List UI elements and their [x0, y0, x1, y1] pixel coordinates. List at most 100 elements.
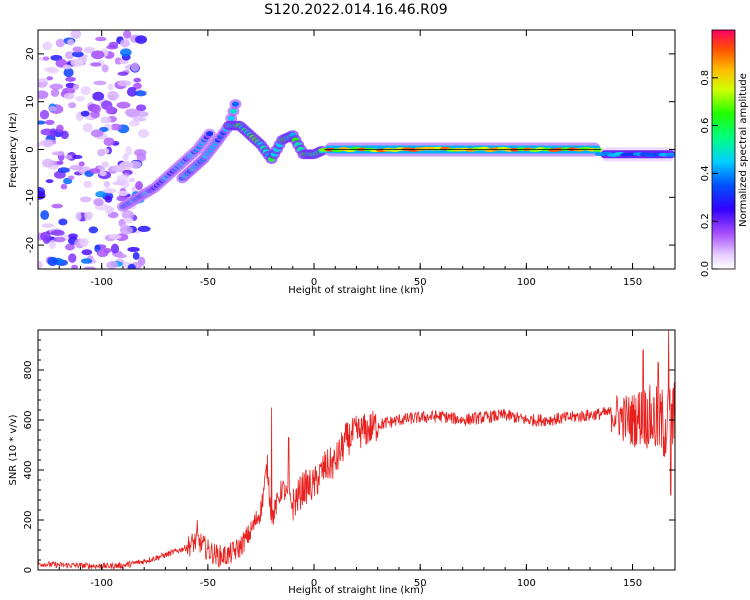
spectrogram-cell — [67, 175, 75, 180]
spectrogram-cell — [71, 264, 78, 269]
spectrogram-cell — [65, 76, 76, 82]
spectrogram-cell — [70, 30, 82, 39]
spectrogram-cell — [127, 246, 140, 253]
y-tick-label: 400 — [23, 460, 34, 479]
spectrogram-y-label: Frequency (Hz) — [8, 112, 19, 188]
spectrogram-cell — [38, 120, 46, 125]
colorbar: 0.0 0.2 0.4 0.6 0.8 Normalized spectral ampl… — [700, 29, 749, 277]
spectrogram-cell — [42, 236, 51, 245]
spectrogram-cell — [83, 46, 96, 54]
spectrogram-cell — [84, 211, 93, 220]
spectrogram-cell — [50, 229, 65, 236]
spectrogram-cell — [95, 36, 107, 42]
spectrogram-cell — [116, 253, 127, 259]
colorbar-tick-label: 0.2 — [700, 213, 711, 229]
spectrogram-cell — [119, 225, 134, 235]
spectrogram-cell — [121, 179, 130, 189]
spectrogram-cell — [93, 198, 104, 206]
spectrogram-cell — [110, 243, 120, 254]
spectrogram-cell — [46, 76, 54, 81]
spectrogram-cell — [67, 38, 75, 46]
spectrogram-cell — [42, 41, 52, 51]
spectrogram-cell — [55, 38, 65, 48]
spectrogram-cell — [90, 62, 102, 67]
spectrogram-cell — [72, 46, 83, 53]
spectrogram-cell — [62, 87, 76, 95]
snr-frame — [37, 329, 676, 571]
figure-title: S120.2022.014.16.46.R09 — [264, 2, 447, 18]
spectrogram-cell — [70, 58, 84, 67]
x-tick-label: 0 — [311, 277, 317, 288]
spectrogram-cell — [133, 82, 142, 90]
spectrogram-cell — [90, 129, 104, 138]
spectrogram-cell — [80, 110, 90, 117]
spectrogram-cell — [88, 226, 99, 234]
spectrogram-cell — [132, 251, 140, 260]
spectrogram-cell — [48, 239, 56, 250]
snr-marks — [38, 330, 675, 570]
colorbar-gradient — [711, 29, 736, 270]
x-tick-label: 100 — [517, 277, 536, 288]
spectrogram-feature — [38, 30, 151, 269]
spectrogram-cell — [51, 151, 65, 156]
spectrogram-cell — [57, 167, 70, 173]
spectrogram-cell — [125, 109, 140, 118]
spectrogram-cell — [79, 196, 92, 203]
spectrogram-cell — [101, 161, 110, 168]
spectrogram-cell — [100, 116, 112, 124]
spectrogram-cell — [116, 101, 131, 109]
spectrogram-cell — [107, 90, 119, 101]
spectrogram-cell — [81, 249, 93, 256]
colorbar-ticks: 0.0 0.2 0.4 0.6 0.8 — [700, 70, 718, 277]
y-tick-label: 0 — [25, 146, 36, 152]
spectrogram-cell — [38, 78, 49, 83]
spectrogram-cell — [41, 223, 55, 228]
spectrogram-cell — [68, 233, 78, 239]
snr-y-label: SNR (10 * v/v) — [8, 414, 19, 485]
spectrogram-cell — [118, 162, 133, 168]
spectrogram-y-ticks: -20 -10 0 10 20 — [25, 48, 675, 253]
spectrogram-feature — [223, 120, 328, 165]
spectrogram-cell — [206, 131, 214, 137]
spectrogram-cell — [227, 115, 235, 121]
snr-panel: -100 -50 0 50 100 150 0 200 400 600 800 Height of… — [8, 329, 676, 596]
x-tick-label: -50 — [200, 277, 216, 288]
x-tick-label: 0 — [311, 578, 317, 589]
x-tick-label: -100 — [90, 578, 113, 589]
spectrogram-cell — [40, 210, 50, 220]
y-tick-label: 0 — [23, 567, 34, 573]
spectrogram-cell — [60, 183, 68, 190]
y-tick-label: 800 — [23, 360, 34, 379]
spectrogram-cell — [38, 90, 49, 100]
spectrogram-cell — [103, 137, 115, 146]
spectrogram-cell — [63, 92, 75, 100]
spectrogram-cell — [42, 56, 50, 61]
spectrogram-cell — [112, 181, 126, 186]
spectrogram-cell — [110, 123, 122, 131]
spectrogram-cell — [47, 256, 58, 267]
spectrogram-cell — [53, 236, 66, 243]
spectrogram-cell — [56, 160, 64, 165]
spectrogram-cell — [62, 64, 72, 70]
spectrogram-cell — [49, 83, 64, 90]
spectrogram-cell — [120, 48, 132, 57]
y-tick-label: 10 — [25, 95, 36, 108]
spectrogram-cell — [122, 153, 129, 161]
spectrogram-cell — [63, 67, 74, 78]
spectrogram-cell — [41, 158, 54, 168]
spectrogram-cell — [49, 128, 57, 138]
spectrogram-feature — [594, 147, 675, 162]
spectrogram-cell — [104, 195, 113, 203]
spectrogram-cell — [103, 180, 111, 188]
spectrogram-cell — [72, 83, 80, 90]
spectrogram-cell — [108, 234, 122, 240]
spectrogram-cell — [136, 104, 147, 112]
spectrogram-cell — [83, 180, 93, 188]
spectrogram-cell — [134, 90, 147, 97]
spectrogram-cell — [68, 253, 77, 263]
spectrogram-cell — [125, 145, 133, 156]
x-tick-label: 100 — [517, 578, 536, 589]
y-tick-label: -20 — [25, 237, 36, 253]
x-tick-label: -100 — [90, 277, 113, 288]
